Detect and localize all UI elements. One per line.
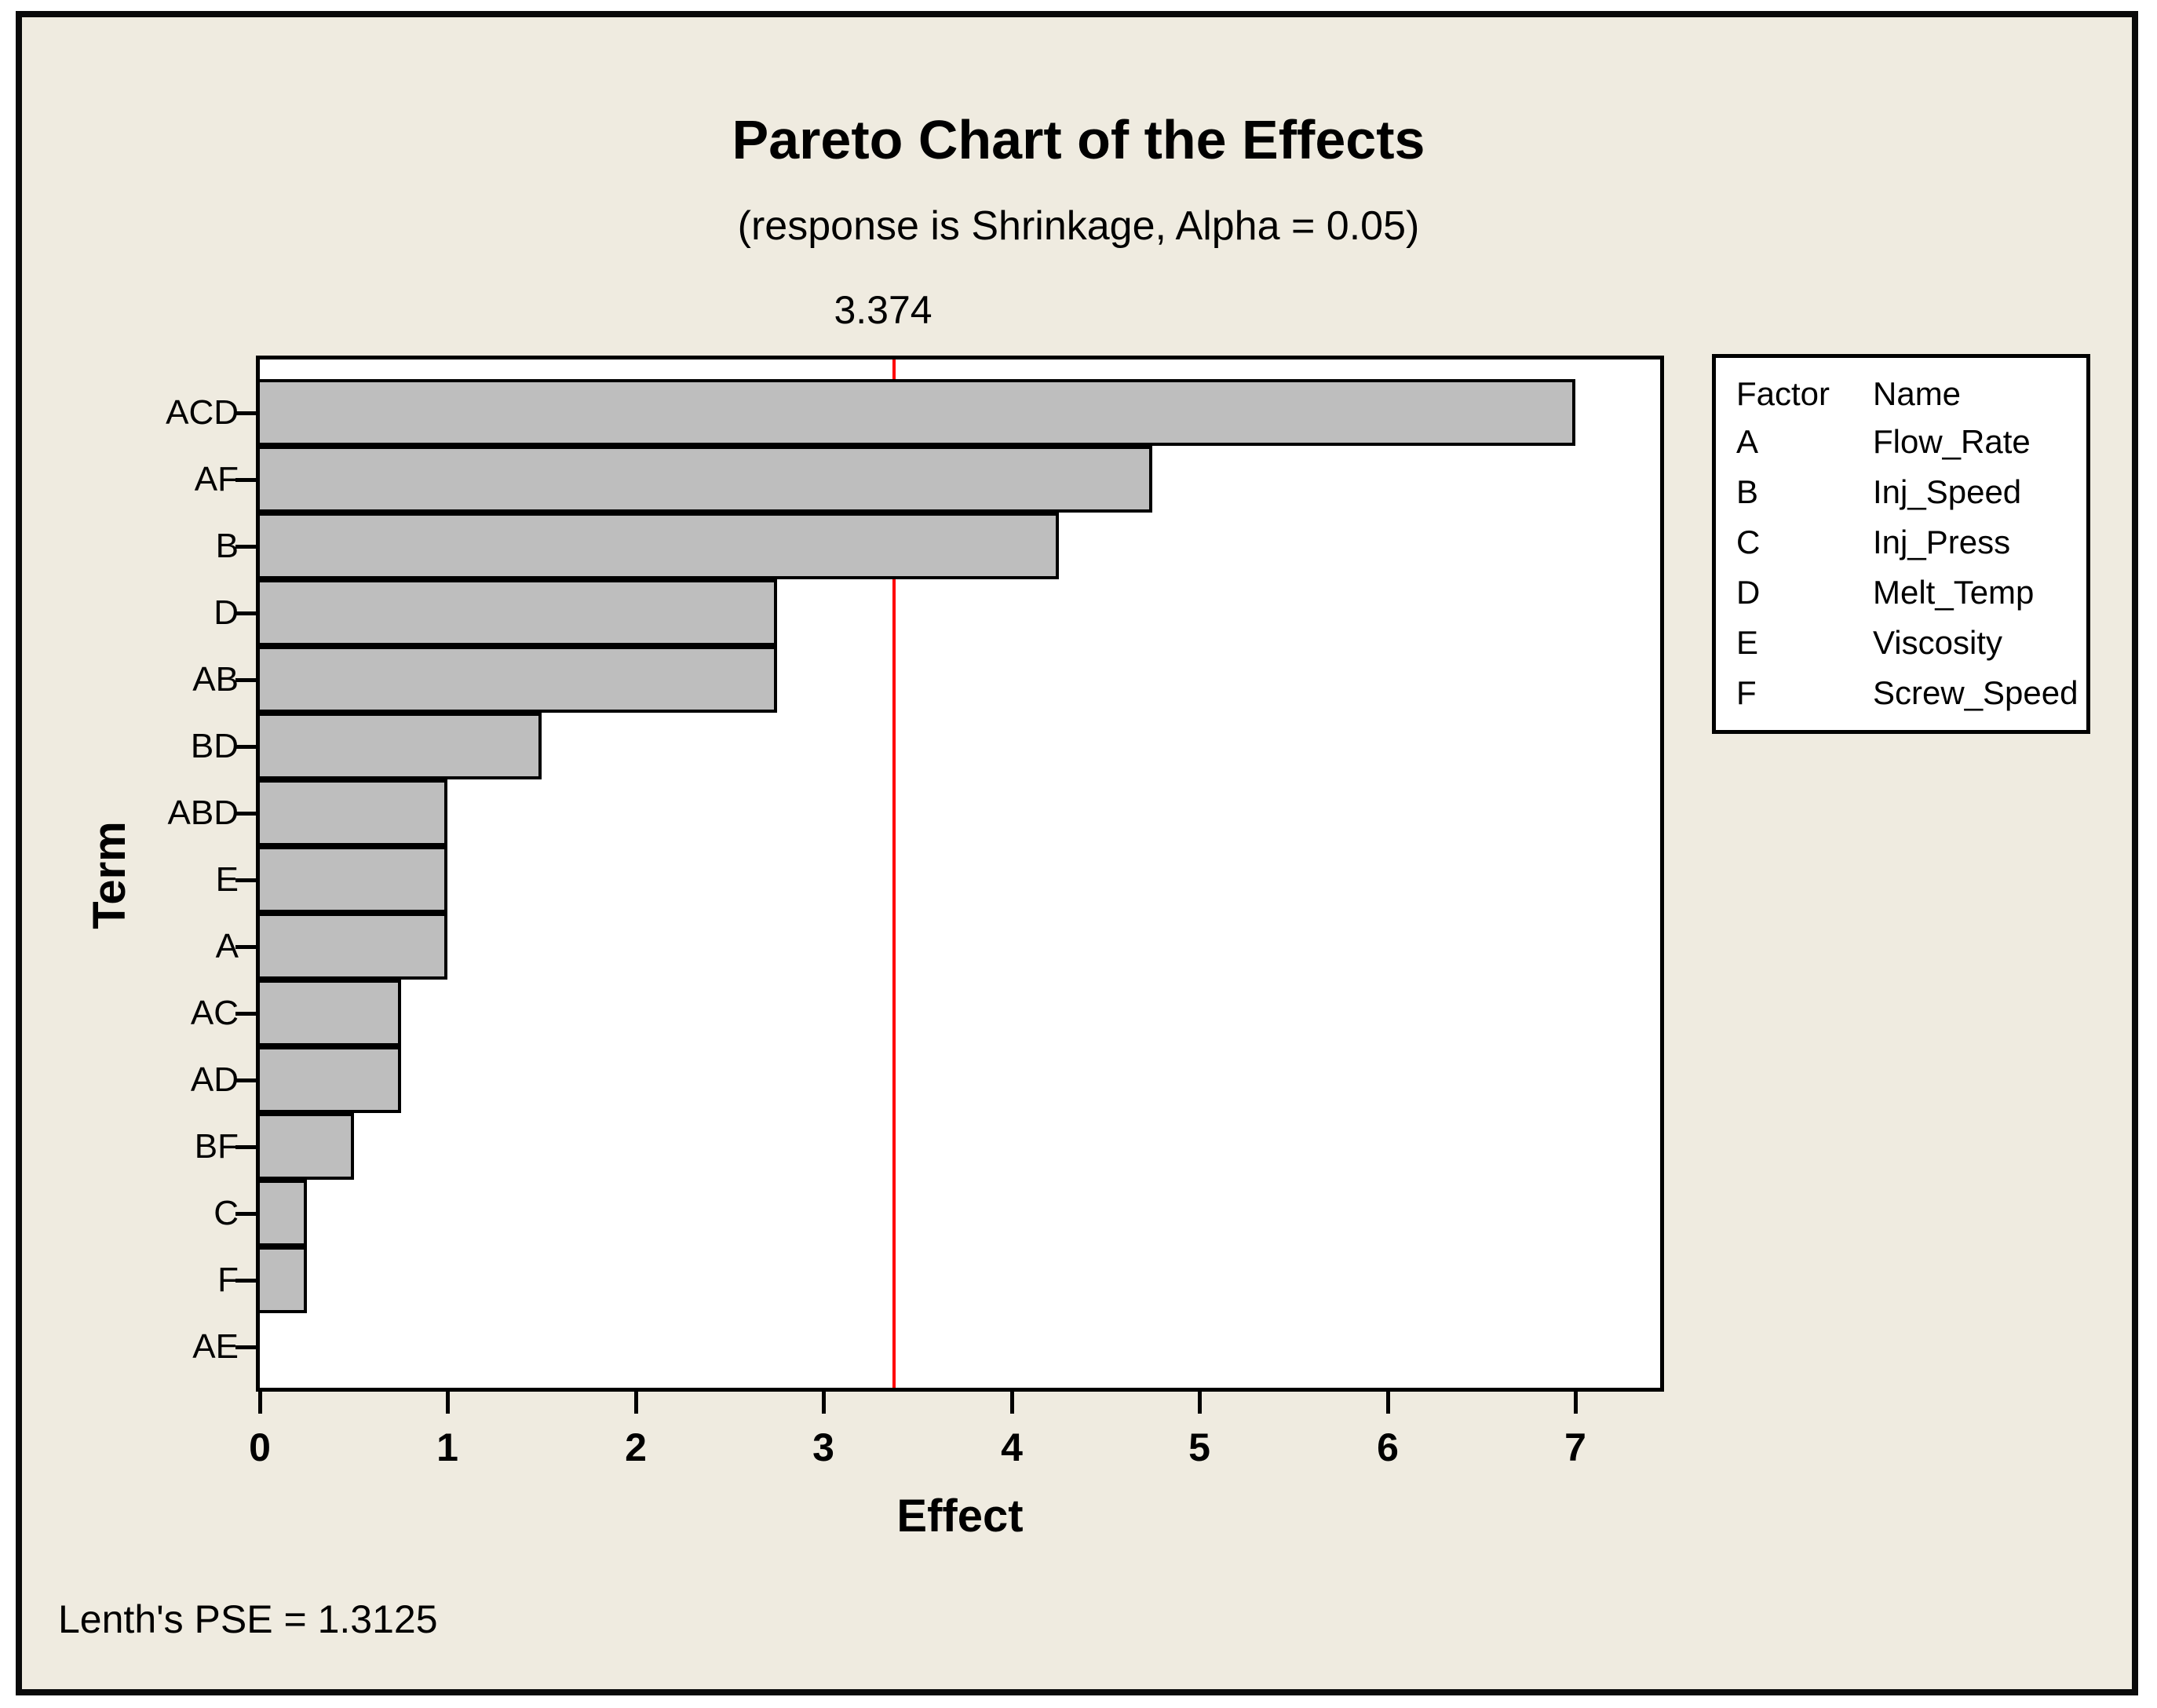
legend-row-B: B Inj_Speed [1716, 473, 2086, 512]
legend-factor-code: C [1736, 524, 1761, 560]
legend-factor-name: Flow_Rate [1873, 423, 2031, 460]
term-label-ACD: ACD [166, 393, 239, 432]
legend-factor-code: F [1736, 674, 1757, 711]
y-tick-AD [235, 1078, 256, 1082]
legend-factor-name: Inj_Speed [1873, 473, 2022, 510]
y-tick-BD [235, 745, 256, 749]
term-label-AB: AB [192, 660, 239, 699]
legend-factor-name: Melt_Temp [1873, 574, 2035, 611]
y-tick-ACD [235, 411, 256, 415]
plot-area [256, 356, 1664, 1392]
chart-subtitle: (response is Shrinkage, Alpha = 0.05) [737, 203, 1420, 249]
legend-factor-name: Screw_Speed [1873, 674, 2079, 711]
y-tick-AC [235, 1012, 256, 1016]
term-label-D: D [214, 593, 239, 632]
y-tick-AE [235, 1345, 256, 1349]
x-tick-label-0: 0 [249, 1425, 271, 1469]
legend-header-name: Name [1873, 375, 1962, 412]
x-tick-label-3: 3 [812, 1425, 834, 1469]
y-tick-BF [235, 1145, 256, 1149]
term-label-BD: BD [190, 727, 239, 765]
x-tick-label-6: 6 [1377, 1425, 1399, 1469]
x-tick-4 [1010, 1392, 1014, 1414]
term-label-B: B [215, 527, 239, 565]
x-axis-title: Effect [896, 1491, 1024, 1542]
x-tick-label-5: 5 [1188, 1425, 1210, 1469]
lenths-pse-note: Lenth's PSE = 1.3125 [58, 1597, 438, 1641]
bar-ABD [260, 779, 447, 846]
bar-E [260, 846, 447, 913]
x-tick-6 [1386, 1392, 1390, 1414]
term-label-AF: AF [194, 460, 239, 498]
bar-AC [260, 980, 401, 1046]
term-label-ABD: ABD [167, 794, 239, 832]
x-tick-label-2: 2 [625, 1425, 647, 1469]
bar-D [260, 579, 777, 646]
bar-AD [260, 1046, 401, 1113]
term-label-AE: AE [192, 1327, 239, 1366]
y-tick-A [235, 945, 256, 949]
x-tick-1 [446, 1392, 450, 1414]
x-tick-0 [258, 1392, 262, 1414]
reference-line-label: 3.374 [834, 288, 933, 332]
term-label-A: A [215, 927, 239, 965]
term-label-C: C [214, 1194, 239, 1232]
reference-line [892, 359, 896, 1388]
bar-A [260, 913, 447, 980]
term-label-AC: AC [190, 994, 239, 1032]
x-tick-label-1: 1 [436, 1425, 458, 1469]
legend-row-F: F Screw_Speed [1716, 673, 2086, 713]
legend-factor-code: B [1736, 473, 1759, 510]
legend-row-A: A Flow_Rate [1716, 422, 2086, 462]
legend-header-row: Factor Name [1716, 374, 2086, 414]
bar-AF [260, 446, 1152, 513]
term-label-E: E [215, 860, 239, 899]
term-label-BF: BF [194, 1127, 239, 1166]
x-tick-label-7: 7 [1564, 1425, 1586, 1469]
bar-BF [260, 1113, 354, 1180]
legend-box: Factor Name A Flow_Rate B Inj_Speed C Inj_Pre… [1712, 354, 2090, 734]
term-label-F: F [217, 1261, 239, 1299]
legend-row-E: E Viscosity [1716, 623, 2086, 662]
bar-ACD [260, 379, 1575, 446]
y-tick-AF [235, 478, 256, 482]
legend-factor-name: Viscosity [1873, 624, 2002, 661]
y-tick-D [235, 611, 256, 615]
legend-factor-name: Inj_Press [1873, 524, 2011, 560]
y-tick-E [235, 878, 256, 882]
bar-C [260, 1180, 307, 1246]
legend-factor-code: E [1736, 624, 1759, 661]
legend-row-C: C Inj_Press [1716, 523, 2086, 562]
x-tick-7 [1574, 1392, 1578, 1414]
legend-header-factor: Factor [1736, 375, 1830, 412]
x-tick-label-4: 4 [1001, 1425, 1023, 1469]
bar-AB [260, 646, 777, 713]
y-tick-ABD [235, 812, 256, 816]
x-tick-5 [1198, 1392, 1202, 1414]
legend-factor-code: A [1736, 423, 1759, 460]
y-tick-C [235, 1212, 256, 1216]
chart-title: Pareto Chart of the Effects [732, 109, 1425, 170]
legend-row-D: D Melt_Temp [1716, 573, 2086, 612]
legend-factor-code: D [1736, 574, 1761, 611]
bar-BD [260, 713, 542, 779]
bar-B [260, 513, 1059, 579]
x-tick-3 [822, 1392, 826, 1414]
y-tick-AB [235, 678, 256, 682]
term-label-AD: AD [190, 1060, 239, 1099]
y-tick-F [235, 1279, 256, 1283]
bar-F [260, 1246, 307, 1313]
x-tick-2 [634, 1392, 638, 1414]
y-tick-B [235, 545, 256, 549]
